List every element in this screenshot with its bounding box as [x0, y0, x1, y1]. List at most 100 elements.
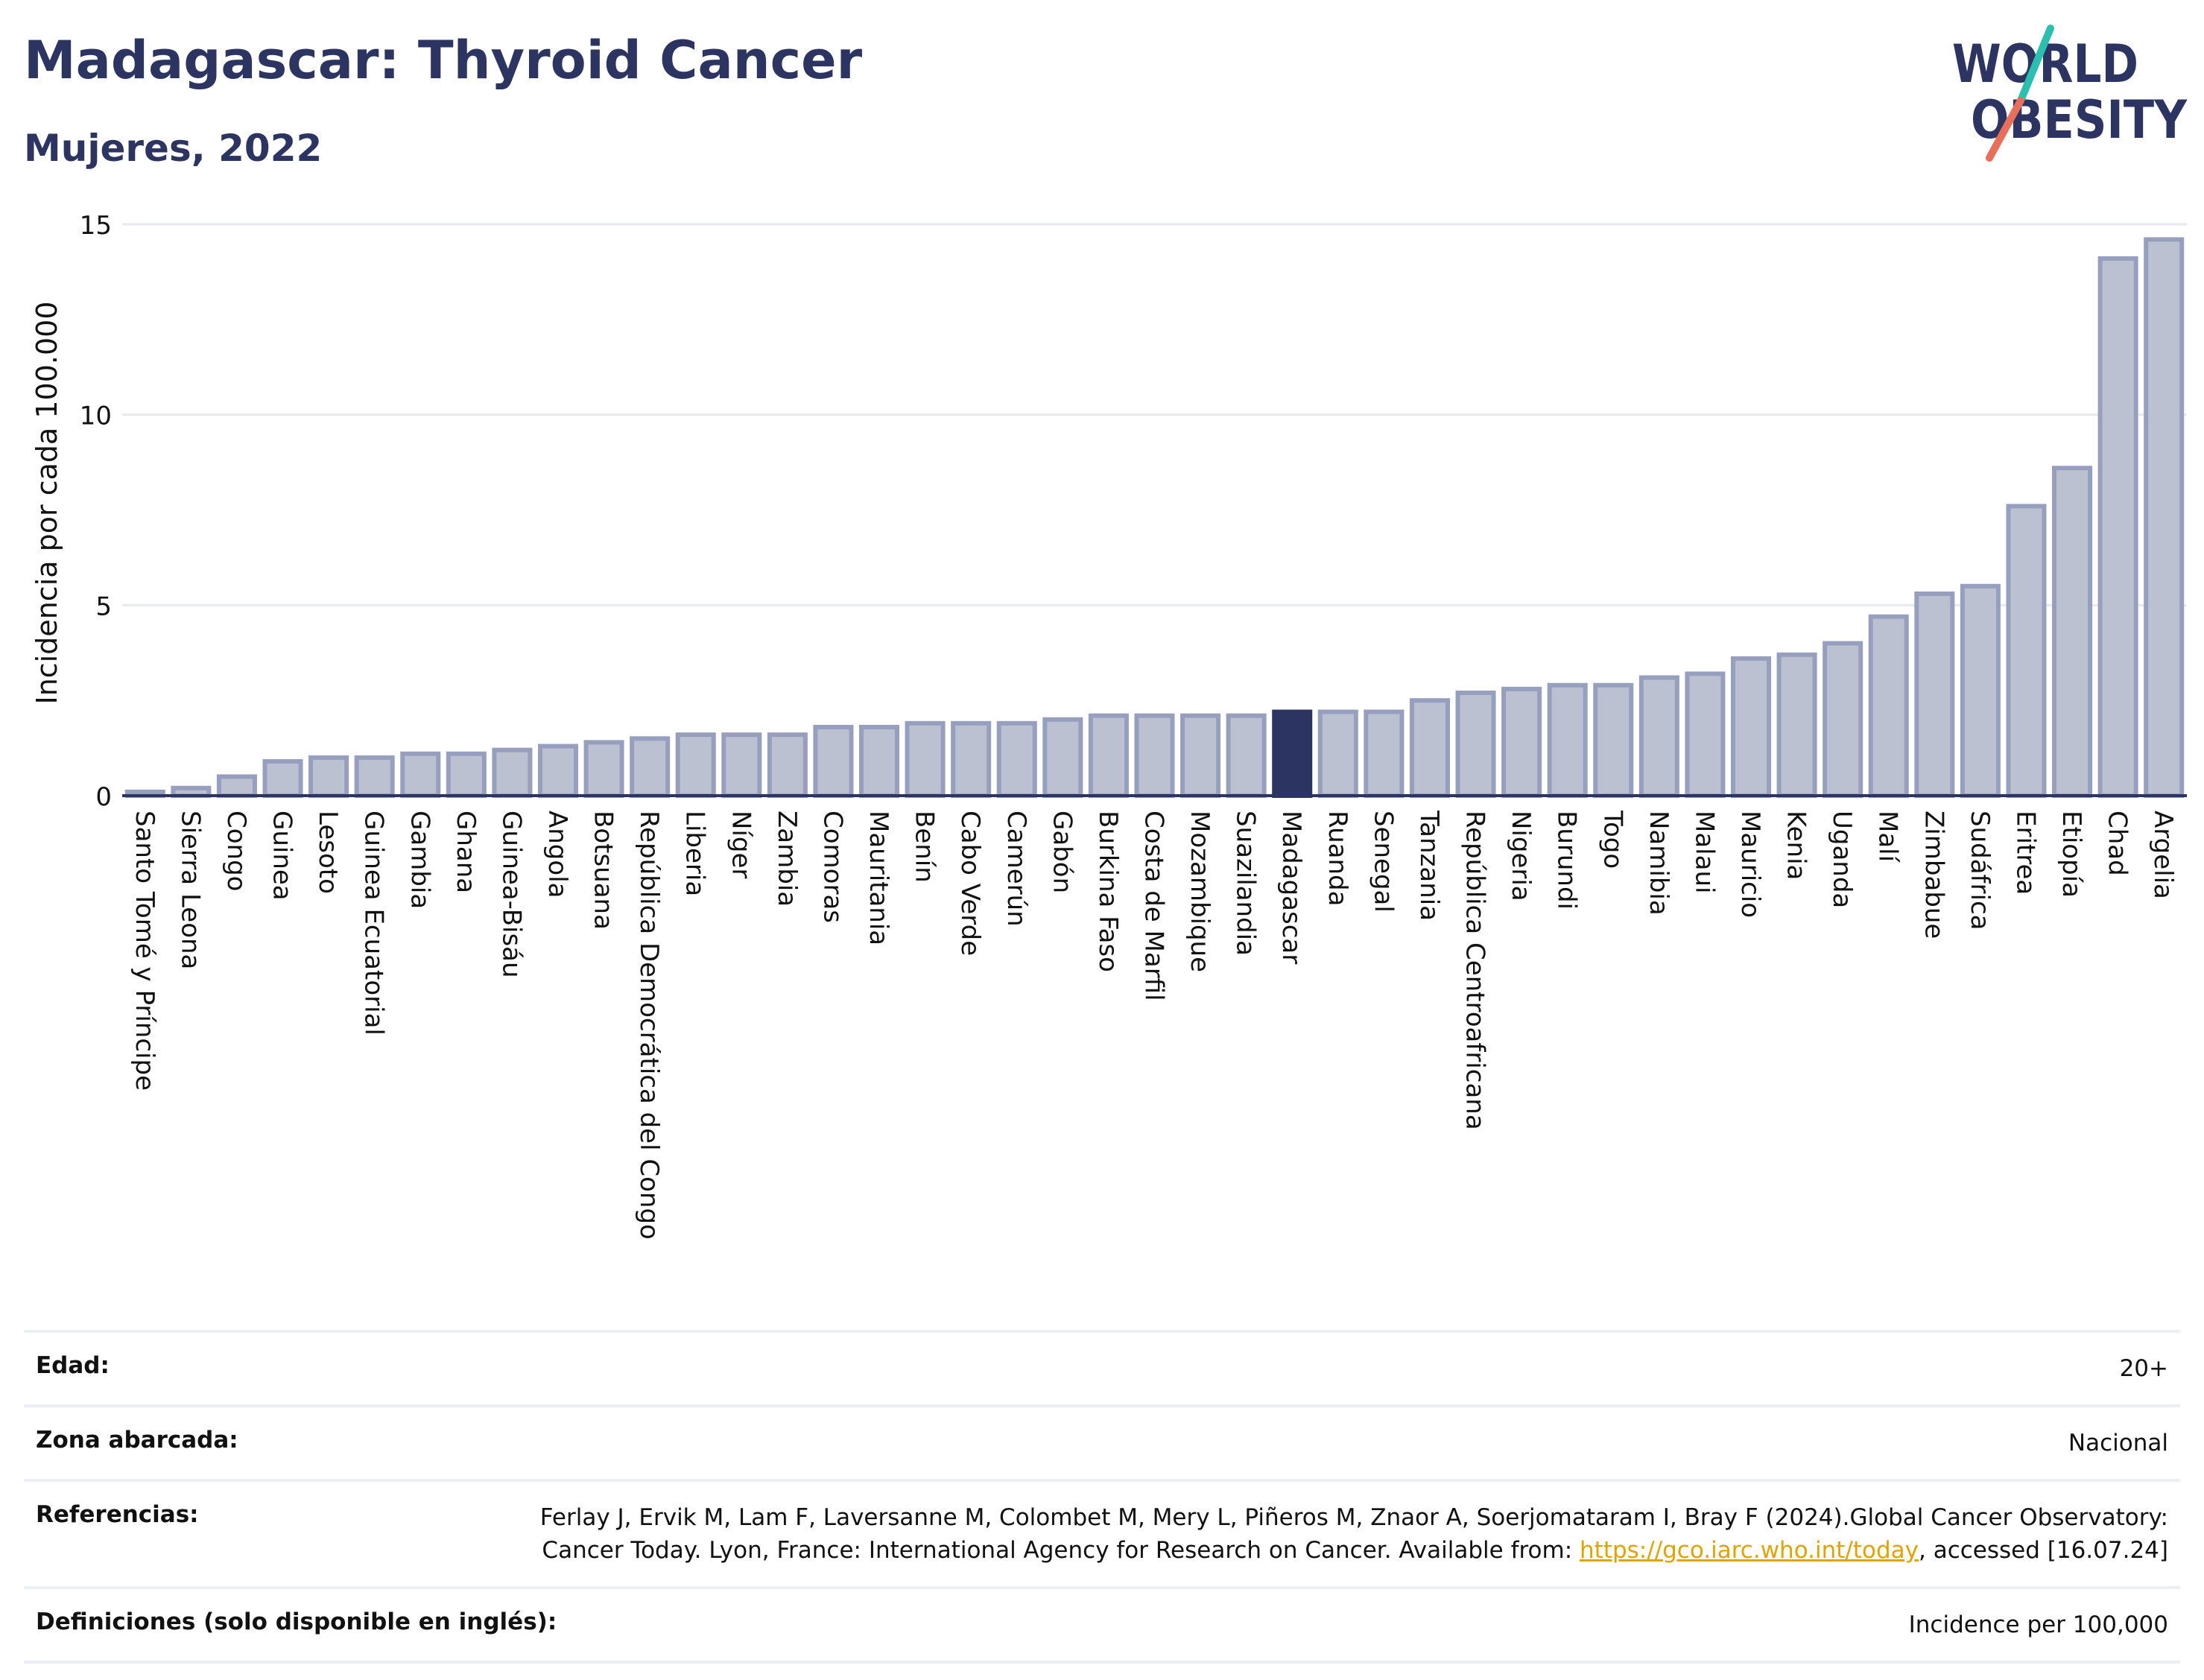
bar-gambia[interactable]	[400, 751, 441, 799]
meta-value-age: 20+	[2119, 1355, 2168, 1382]
bar-ruanda[interactable]	[1317, 709, 1358, 798]
bar-senegal[interactable]	[1364, 709, 1405, 798]
meta-value-references: Ferlay J, Ervik M, Lam F, Laversanne M, …	[469, 1501, 2168, 1567]
x-tick-label: Ruanda	[1323, 811, 1352, 906]
bar-uganda[interactable]	[1823, 641, 1863, 799]
bar-etiopía[interactable]	[2052, 466, 2093, 799]
x-tick-label: Benín	[910, 811, 940, 883]
x-tick-label: Camerún	[1001, 811, 1031, 927]
x-tick-label: Malaui	[1689, 811, 1719, 893]
meta-label-definitions: Definiciones (solo disponible en inglés)…	[36, 1608, 557, 1636]
bar-cabo-verde[interactable]	[951, 720, 992, 799]
x-tick-label: Liberia	[680, 811, 710, 896]
bar-chad[interactable]	[2097, 256, 2138, 798]
bar-guinea-bisáu[interactable]	[492, 747, 533, 799]
bar-guinea-ecuatorial[interactable]	[354, 755, 395, 798]
x-tick-label: Sudáfrica	[1965, 811, 1995, 930]
x-tick-label: Nigeria	[1506, 811, 1536, 901]
bar-comoras[interactable]	[813, 724, 854, 799]
x-tick-label: Zambia	[772, 811, 802, 907]
bar-suazilandia[interactable]	[1226, 713, 1267, 798]
bar-madagascar[interactable]	[1272, 709, 1313, 798]
x-tick-label: Guinea Ecuatorial	[359, 811, 389, 1036]
logo-slash-top	[2017, 25, 2054, 104]
meta-label-area: Zona abarcada:	[36, 1427, 238, 1454]
x-tick-label: Burkina Faso	[1093, 811, 1123, 972]
bar-benín[interactable]	[905, 720, 946, 799]
x-tick-label: Burundi	[1552, 811, 1582, 910]
x-tick-label: Namibia	[1644, 811, 1673, 916]
x-tick-label: Zimbabue	[1919, 811, 1948, 939]
y-tick-label: 5	[95, 592, 112, 621]
x-tick-label: República Centroafricana	[1460, 811, 1490, 1130]
bar-eritrea[interactable]	[2006, 504, 2047, 798]
bar-angola[interactable]	[537, 744, 579, 799]
bar-namibia[interactable]	[1638, 675, 1679, 799]
reference-text: Ferlay J, Ervik M, Lam F, Laversanne M, …	[539, 1504, 2168, 1565]
bar-sudáfrica[interactable]	[1960, 583, 2001, 798]
x-tick-label: Cabo Verde	[955, 811, 985, 956]
bar-liberia[interactable]	[675, 732, 716, 798]
x-tick-label: Mozambique	[1185, 811, 1215, 972]
bar-níger[interactable]	[721, 732, 762, 798]
reference-link[interactable]: https://gco.iarc.who.int/today	[1580, 1537, 1919, 1565]
bar-costa-de-marfil[interactable]	[1134, 713, 1175, 798]
meta-value-area: Nacional	[2068, 1430, 2168, 1457]
meta-row-age: Edad: 20+	[24, 1330, 2180, 1404]
metadata-table: Edad: 20+ Zona abarcada: Nacional Refere…	[24, 1330, 2180, 1664]
bar-camerún[interactable]	[996, 720, 1037, 799]
bar-togo[interactable]	[1593, 682, 1634, 798]
world-obesity-logo: WORLD OBESITY	[1952, 25, 2188, 162]
x-tick-label: Gambia	[405, 811, 434, 909]
meta-row-references: Referencias: Ferlay J, Ervik M, Lam F, L…	[24, 1479, 2180, 1586]
reference-accessed: , accessed [16.07.24]	[1918, 1537, 2168, 1565]
bar-mauritania[interactable]	[859, 724, 900, 799]
chart-title: Madagascar: Thyroid Cancer	[24, 30, 863, 91]
x-tick-label: Gabón	[1047, 811, 1077, 893]
bar-república-democrática-del-congo[interactable]	[630, 736, 671, 798]
meta-row-area: Zona abarcada: Nacional	[24, 1404, 2180, 1479]
bar-malí[interactable]	[1868, 614, 1909, 798]
axes: 0 5 10 15 Santo Tomé y Príncipe Sierra Leona C…	[80, 211, 2187, 1240]
bar-república-centroafricana[interactable]	[1455, 690, 1496, 798]
bar-congo[interactable]	[216, 774, 257, 799]
bar-burundi[interactable]	[1547, 682, 1588, 798]
grid-lines	[122, 223, 2187, 606]
bar-gabón[interactable]	[1042, 717, 1083, 799]
meta-label-age: Edad:	[36, 1352, 110, 1379]
x-tick-label: Argelia	[2148, 811, 2178, 899]
bar-argelia[interactable]	[2144, 237, 2185, 799]
bar-kenia[interactable]	[1776, 652, 1817, 798]
bar-nigeria[interactable]	[1501, 686, 1542, 798]
bar-zambia[interactable]	[767, 732, 808, 798]
bar-mauricio[interactable]	[1730, 656, 1772, 798]
y-tick-label: 0	[95, 782, 112, 812]
x-tick-label: Comoras	[817, 811, 847, 923]
x-tick-label: Guinea	[267, 811, 297, 901]
x-tick-label: Etiopía	[2056, 811, 2086, 898]
bar-botsuana[interactable]	[583, 740, 624, 798]
bar-guinea[interactable]	[262, 758, 303, 798]
x-tick-label: Guinea-Bisáu	[496, 811, 526, 978]
x-tick-label: Togo	[1597, 810, 1627, 869]
bar-malaui[interactable]	[1685, 671, 1726, 799]
x-tick-label: Mauritania	[864, 811, 893, 945]
bar-ghana[interactable]	[446, 751, 487, 799]
x-tick-label: Sierra Leona	[175, 811, 205, 969]
meta-row-definitions: Definiciones (solo disponible en inglés)…	[24, 1586, 2180, 1664]
y-axis-title: Incidencia por cada 100.000	[31, 301, 63, 704]
chart-subtitle: Mujeres, 2022	[24, 127, 323, 170]
bar-zimbabue[interactable]	[1914, 591, 1955, 798]
bars	[124, 237, 2185, 799]
logo-slash-bottom	[1986, 97, 2024, 162]
x-tick-label: Eritrea	[2010, 811, 2040, 895]
bar-burkina-faso[interactable]	[1088, 713, 1129, 798]
bar-mozambique[interactable]	[1180, 713, 1221, 798]
x-tick-label: Angola	[542, 811, 572, 898]
bar-tanzania[interactable]	[1409, 698, 1450, 799]
x-tick-label: Níger	[726, 811, 756, 878]
x-tick-label: Tanzania	[1414, 810, 1444, 921]
x-tick-label: Ghana	[451, 811, 481, 893]
bar-lesoto[interactable]	[308, 755, 349, 798]
y-tick-label: 15	[80, 211, 112, 241]
